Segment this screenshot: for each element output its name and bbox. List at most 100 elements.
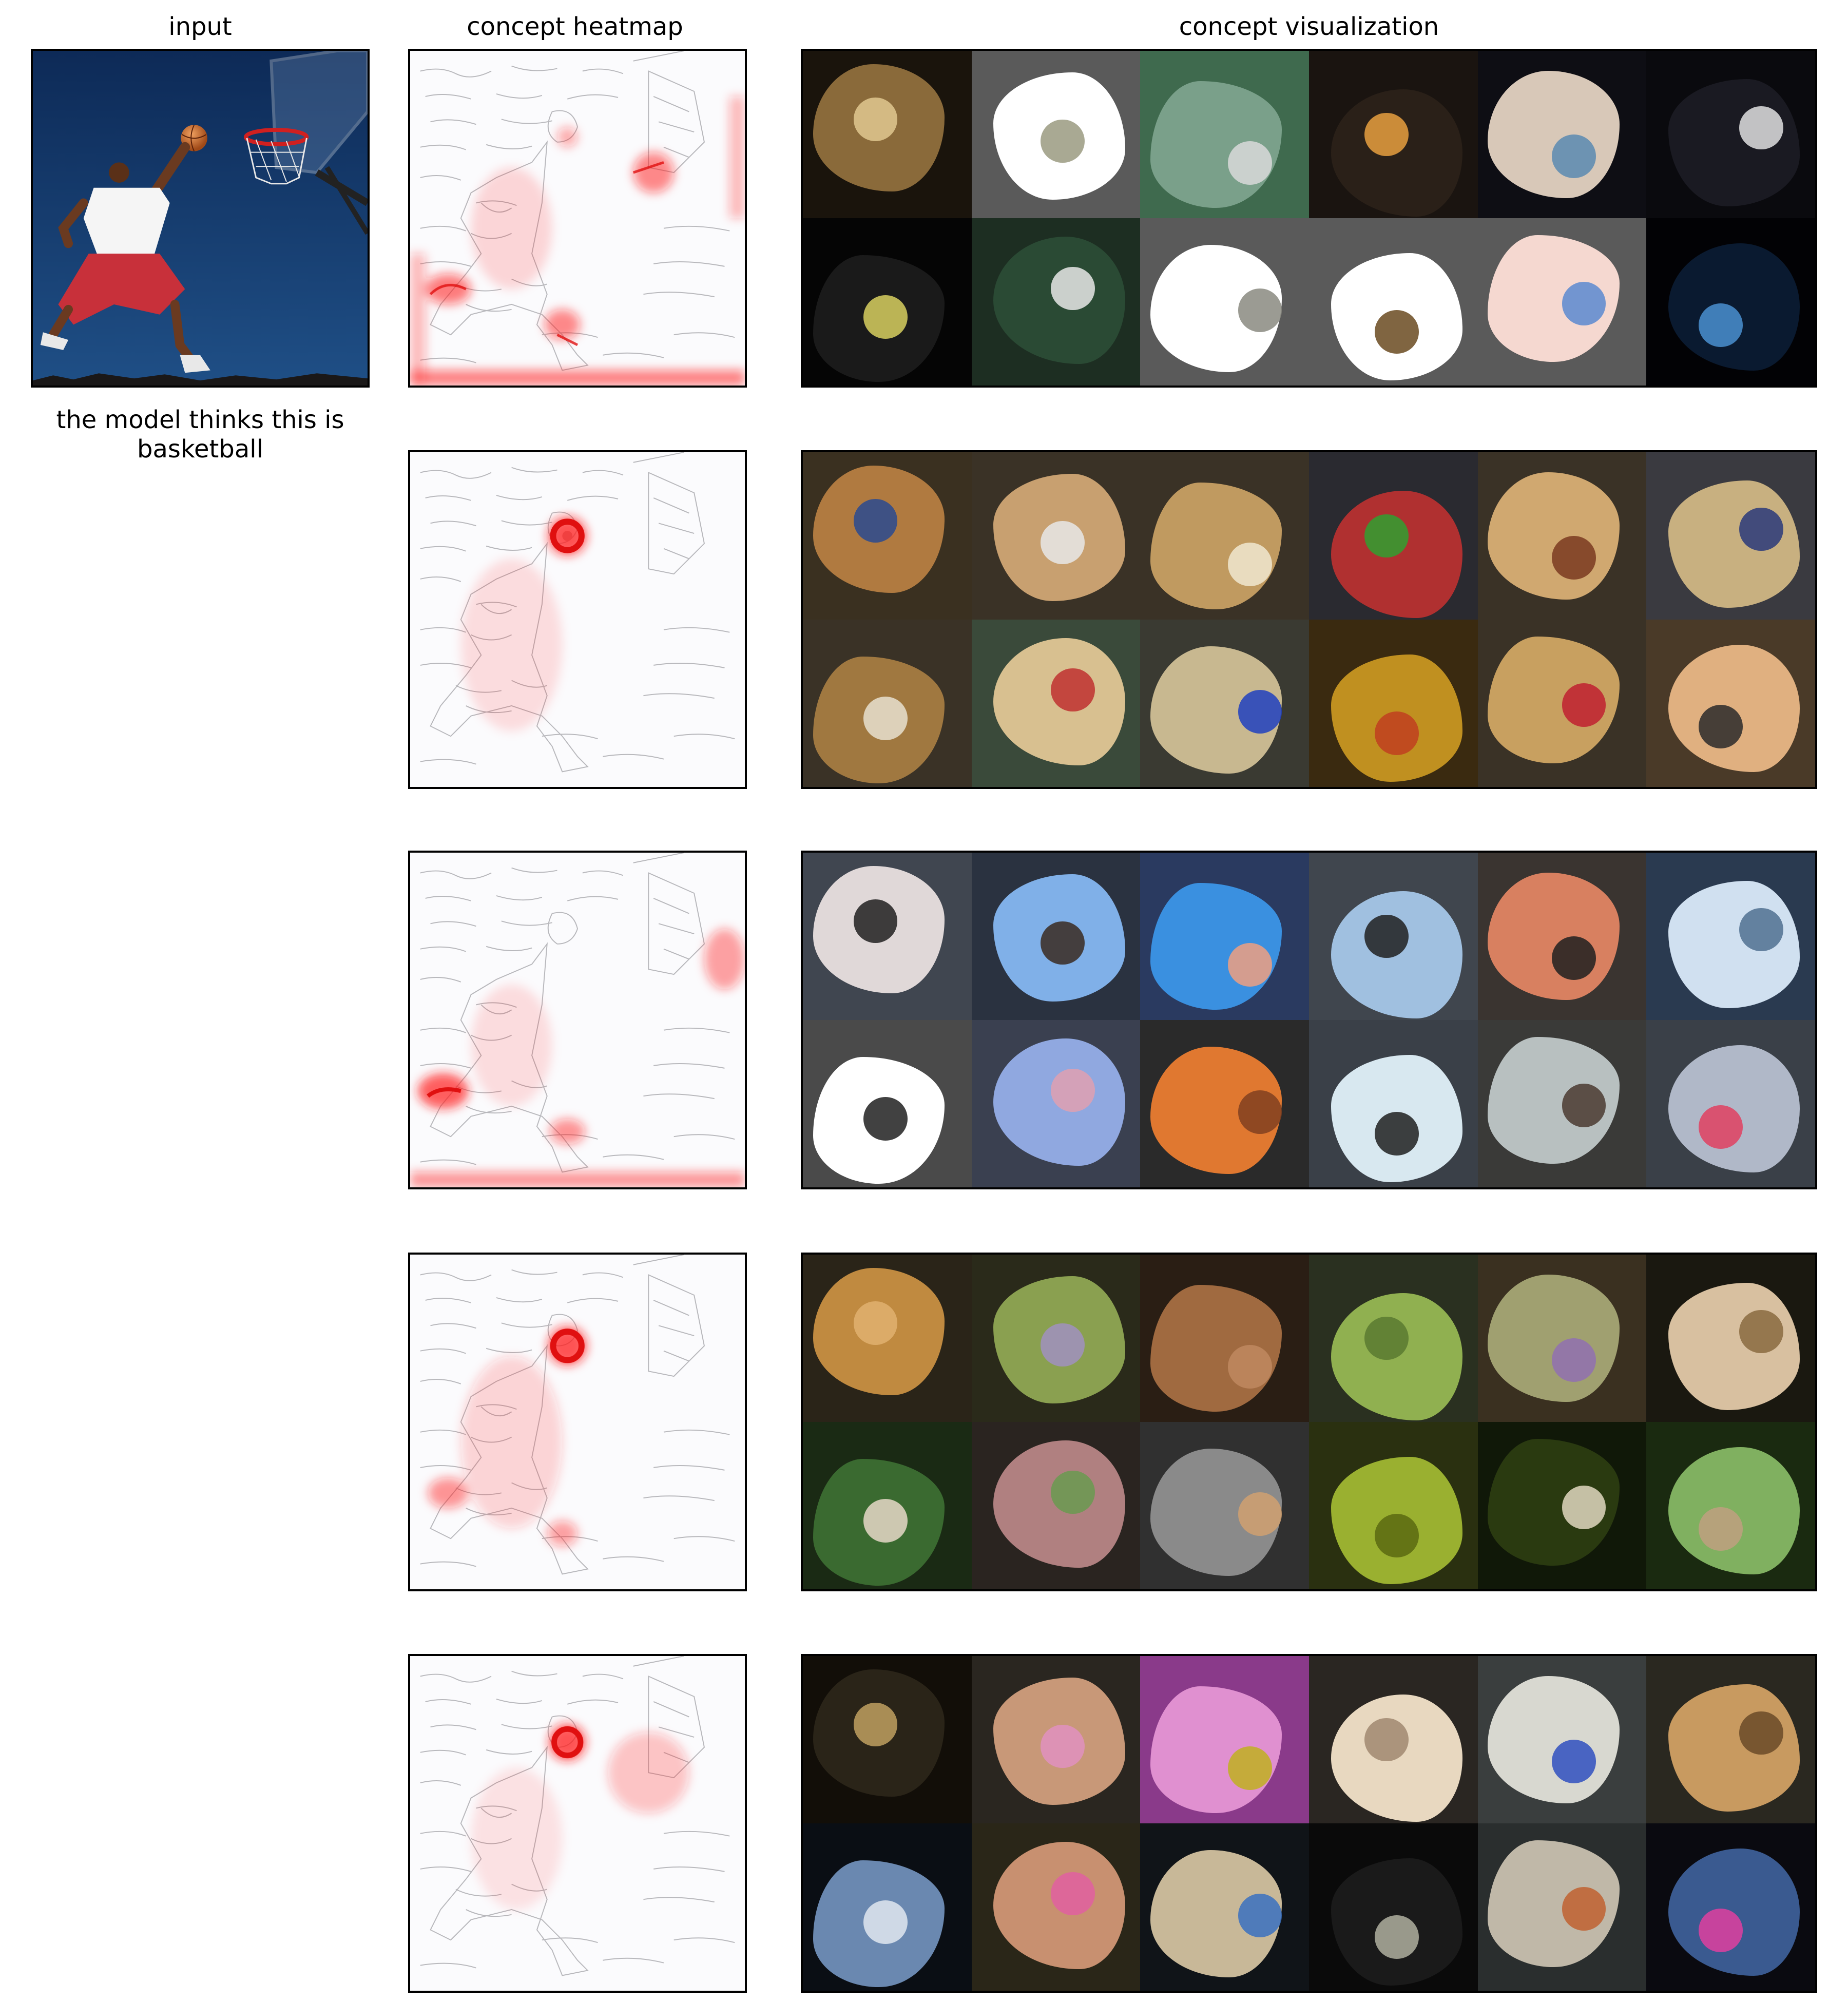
tile-grid — [803, 1656, 1815, 1991]
concept-tile — [1308, 51, 1478, 218]
concept-highlight — [1699, 705, 1743, 748]
concept-tile — [1646, 1422, 1815, 1589]
concept-highlight — [853, 98, 898, 142]
concept-visualization-1 — [801, 49, 1817, 388]
concept-tile — [971, 1020, 1141, 1187]
concept-highlight — [1238, 1893, 1282, 1937]
concept-highlight — [1552, 536, 1596, 580]
heatmap-column-title: concept heatmap — [467, 12, 683, 41]
concept-tile — [971, 51, 1141, 218]
concept-tile — [1308, 1020, 1478, 1187]
concept-highlight — [1238, 1090, 1282, 1134]
concept-tile — [1477, 218, 1647, 386]
concept-highlight — [853, 1703, 898, 1747]
concept-tile — [1140, 620, 1309, 787]
concept-highlight — [1562, 1485, 1606, 1529]
tile-grid — [803, 853, 1815, 1187]
concept-tile — [803, 452, 972, 620]
concept-highlight — [863, 1900, 908, 1944]
concept-mask-region — [1668, 243, 1800, 371]
concept-tile — [803, 1823, 972, 1991]
concept-tile — [1308, 1823, 1478, 1991]
concept-highlight — [1699, 1105, 1743, 1149]
concept-tile — [1477, 853, 1647, 1020]
concept-tile — [1477, 1823, 1647, 1991]
concept-highlight — [1051, 1470, 1095, 1514]
concept-highlight — [1375, 1915, 1419, 1959]
concept-tile — [971, 1823, 1141, 1991]
input-column-title: input — [168, 12, 232, 41]
concept-tile — [1308, 1255, 1478, 1422]
concept-tile — [1308, 620, 1478, 787]
concept-tile — [1477, 1255, 1647, 1422]
concept-tile — [1477, 452, 1647, 620]
concept-highlight — [1552, 1338, 1596, 1382]
concept-tile — [1646, 620, 1815, 787]
concept-highlight — [1739, 1310, 1783, 1354]
concept-mask-region — [1668, 1447, 1800, 1574]
concept-highlight — [1041, 1323, 1085, 1367]
concept-tile — [1646, 51, 1815, 218]
concept-mask-region — [1488, 1676, 1620, 1803]
concept-tile — [1140, 1255, 1309, 1422]
concept-highlight — [1228, 1746, 1272, 1790]
concept-tile — [1646, 218, 1815, 386]
concept-highlight — [1364, 112, 1409, 157]
concept-tile — [1308, 452, 1478, 620]
concept-highlight — [1228, 1345, 1272, 1389]
concept-highlight — [1699, 303, 1743, 347]
concept-tile — [1646, 853, 1815, 1020]
concept-visualization-4 — [801, 1253, 1817, 1591]
concept-highlight — [1375, 1112, 1419, 1156]
concept-highlight — [863, 295, 908, 339]
concept-highlight — [1041, 119, 1085, 163]
concept-mask-region — [1668, 1848, 1800, 1976]
heatmap-4 — [408, 1253, 747, 1591]
tile-grid — [803, 452, 1815, 787]
concept-tile — [1646, 1255, 1815, 1422]
concept-tile — [1477, 1020, 1647, 1187]
heatmap-2 — [408, 450, 747, 789]
concept-tile — [803, 218, 972, 386]
prediction-caption: the model thinks this is basketball — [56, 406, 344, 464]
input-image — [31, 49, 370, 388]
concept-highlight — [1739, 1711, 1783, 1755]
concept-highlight — [1238, 689, 1282, 734]
concept-tile — [803, 1656, 972, 1823]
concept-highlight — [1562, 1886, 1606, 1931]
concept-highlight — [1051, 1872, 1095, 1916]
concept-tile — [1140, 1656, 1309, 1823]
concept-highlight — [1228, 543, 1272, 586]
concept-highlight — [1739, 507, 1783, 551]
concept-tile — [1477, 1422, 1647, 1589]
concept-visualization-5 — [801, 1654, 1817, 1993]
visualization-column-title: concept visualization — [1179, 12, 1439, 41]
concept-tile — [1646, 1020, 1815, 1187]
concept-highlight — [853, 1301, 898, 1345]
concept-tile — [1308, 853, 1478, 1020]
tile-grid — [803, 51, 1815, 386]
concept-highlight — [1375, 1514, 1419, 1558]
concept-tile — [803, 853, 972, 1020]
concept-highlight — [1552, 1740, 1596, 1783]
concept-highlight — [1228, 943, 1272, 987]
concept-highlight — [1238, 1492, 1282, 1536]
heatmap-1 — [408, 49, 747, 388]
concept-tile — [971, 1656, 1141, 1823]
concept-highlight — [1238, 288, 1282, 332]
concept-highlight — [1364, 914, 1409, 958]
concept-highlight — [1051, 266, 1095, 311]
concept-highlight — [1562, 683, 1606, 727]
concept-tile — [1646, 1656, 1815, 1823]
concept-visualization-2 — [801, 450, 1817, 789]
concept-mask-region — [1668, 480, 1800, 608]
concept-tile — [803, 620, 972, 787]
concept-tile — [1140, 51, 1309, 218]
heatmap-5 — [408, 1654, 747, 1993]
concept-mask-region — [1668, 1283, 1800, 1411]
concept-tile — [1477, 620, 1647, 787]
concept-mask-region — [1488, 873, 1620, 1000]
heatmap-3 — [408, 851, 747, 1189]
concept-mask-region — [1668, 1045, 1800, 1172]
concept-mask-region — [1488, 472, 1620, 600]
